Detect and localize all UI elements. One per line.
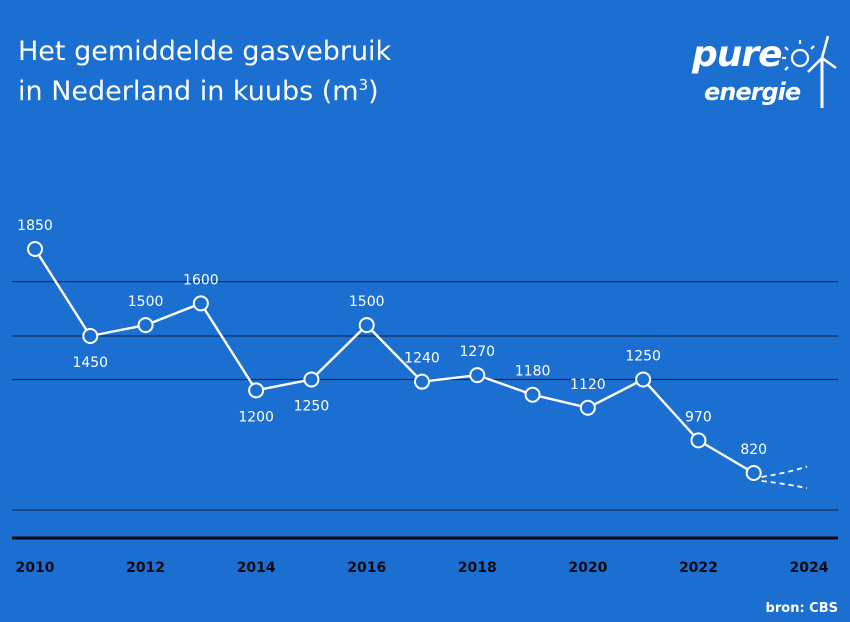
data-point (82, 327, 99, 344)
data-point (192, 295, 209, 312)
data-point (745, 465, 762, 481)
x-tick-label: 2022 (679, 560, 718, 576)
data-label: 1270 (459, 344, 495, 360)
data-label: 1850 (17, 218, 53, 234)
data-point (137, 317, 154, 334)
data-label: 1120 (570, 377, 606, 393)
data-point (358, 317, 375, 334)
data-point (248, 382, 265, 399)
data-label: 1180 (515, 364, 551, 380)
data-point (690, 432, 707, 449)
x-tick-label: 2024 (790, 560, 829, 576)
x-tick-label: 2014 (237, 560, 276, 576)
data-point (27, 241, 43, 257)
x-tick-label: 2020 (568, 560, 607, 576)
chart-title-line-2: in Nederland in kuubs (m3) (18, 76, 379, 107)
chart-title-unit-superscript: 3 (358, 76, 369, 94)
data-label: 1500 (128, 294, 164, 310)
data-label: 1600 (183, 272, 219, 288)
chart-title-close-paren: ) (368, 76, 379, 107)
logo-word-pure: pure (692, 34, 783, 75)
data-point (414, 373, 430, 390)
projection-upper-dashed (761, 465, 808, 478)
data-point (635, 371, 652, 388)
source-note: bron: CBS (765, 601, 838, 616)
sun-windmill-icon (782, 35, 837, 108)
data-label: 1240 (404, 351, 440, 367)
x-tick-label: 2016 (347, 560, 386, 576)
chart-title-line-1: Het gemiddelde gasvebruik (18, 36, 392, 67)
logo-word-energie: energie (704, 78, 801, 106)
x-tick-label: 2018 (458, 560, 497, 576)
data-label: 820 (740, 442, 767, 458)
data-point (469, 367, 486, 384)
data-label: 1200 (238, 409, 274, 425)
data-label: 970 (685, 409, 712, 425)
data-point (303, 371, 320, 388)
series-line (33, 248, 755, 475)
projection-lower-dashed (761, 480, 808, 490)
pure-energie-logo: pure energie (690, 32, 840, 122)
data-label: 1500 (349, 294, 385, 310)
data-label: 1250 (294, 398, 330, 414)
data-point (524, 386, 541, 403)
data-label: 1450 (72, 355, 108, 371)
data-point (579, 399, 596, 416)
data-label: 1250 (625, 348, 661, 364)
x-tick-label: 2010 (16, 560, 55, 576)
chart-title-line-2-text: in Nederland in kuubs (m (18, 76, 359, 107)
x-tick-label: 2012 (126, 560, 165, 576)
